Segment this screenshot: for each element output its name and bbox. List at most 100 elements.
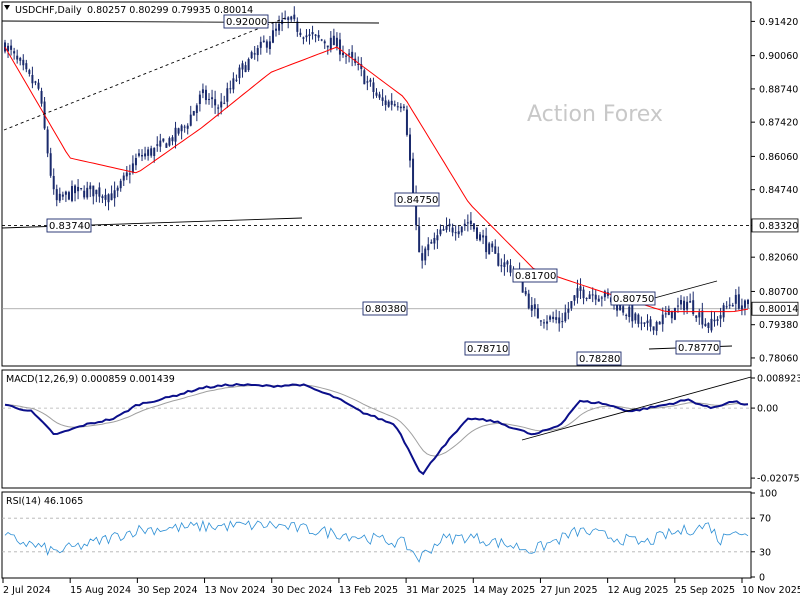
candle-body — [597, 298, 600, 302]
candle-body — [747, 299, 749, 305]
candle-body — [488, 243, 491, 255]
candle-body — [34, 81, 37, 83]
candle-body — [302, 37, 305, 39]
rsi-title: RSI(14) 46.1065 — [6, 496, 83, 507]
candle-body — [80, 188, 83, 190]
candle-body — [335, 37, 338, 47]
candle-body — [342, 52, 345, 56]
candle-body — [83, 190, 86, 198]
candle-body — [603, 291, 606, 298]
candle-body — [427, 244, 430, 251]
candle-body — [463, 223, 466, 227]
candle-body — [524, 291, 527, 295]
price-y-tick-label: 0.79380 — [759, 320, 798, 331]
candle-body — [101, 196, 104, 199]
candle-body — [40, 90, 43, 104]
price-y-tick-label: 0.80700 — [759, 287, 798, 298]
candle-body — [704, 323, 707, 327]
price-annotation-label: 0.78710 — [467, 344, 508, 355]
candle-body — [600, 297, 603, 299]
dropdown-triangle-icon[interactable] — [4, 5, 10, 10]
price-annotation-label: 0.80380 — [365, 304, 406, 315]
candle-body — [208, 98, 211, 100]
candle-body — [323, 41, 326, 44]
candle-body — [713, 319, 716, 322]
candle-body — [661, 314, 664, 325]
candle-body — [381, 97, 384, 101]
candle-body — [418, 226, 421, 253]
price-y-tick-label: 0.82060 — [759, 253, 798, 264]
candle-body — [460, 226, 463, 233]
price-panel[interactable]: Action Forex 0.92000 0.83740 0.84750 0.8038… — [1, 1, 799, 367]
candle-body — [128, 173, 131, 175]
price-y-tick-label: 0.87420 — [759, 118, 798, 129]
x-tick-label: 12 Aug 2025 — [608, 585, 669, 596]
candle-body — [454, 232, 457, 234]
price-y-axis: 0.91420 0.90060 0.88740 0.87420 0.86060 0.847… — [751, 17, 799, 364]
rsi-panel[interactable]: 100 70 30 0 RSI(14) 46.1065 — [1, 489, 777, 584]
candle-body — [4, 42, 6, 52]
price-annotation-label: 0.78280 — [579, 354, 620, 365]
price-y-tick-label: 0.88740 — [759, 84, 798, 95]
candle-body — [74, 185, 77, 194]
price-annotations: 0.92000 0.83740 0.84750 0.80380 0.81700 0.787… — [46, 14, 721, 366]
candle-body — [637, 314, 640, 324]
candle-body — [552, 316, 555, 320]
candle-body — [743, 300, 746, 308]
candle-body — [64, 191, 67, 195]
macd-signal-line — [4, 384, 748, 457]
candle-body — [646, 320, 649, 324]
candle-body — [734, 294, 737, 304]
price-annotation-label: 0.81700 — [515, 271, 556, 282]
candle-body — [95, 189, 98, 195]
candle-body — [348, 53, 351, 55]
candle-body — [287, 17, 290, 20]
candle-body — [737, 294, 740, 309]
candle-body — [171, 137, 174, 142]
candle-body — [28, 70, 31, 74]
x-tick-label: 30 Dec 2024 — [272, 585, 333, 596]
rsi-y-tick-label: 30 — [759, 547, 771, 558]
candle-body — [235, 79, 238, 81]
rsi-grid — [2, 517, 751, 553]
candle-body — [357, 63, 360, 65]
candle-body — [244, 65, 247, 73]
x-tick-label: 30 Sep 2024 — [137, 585, 197, 596]
rsi-y-tick-label: 100 — [759, 489, 777, 500]
price-annotation-label: 0.84750 — [397, 195, 438, 206]
price-annotation-box — [610, 291, 656, 306]
candle-body — [98, 187, 101, 197]
candle-body — [676, 305, 679, 307]
candle-body — [363, 70, 366, 85]
candle-body — [533, 304, 536, 310]
candle-body — [22, 59, 25, 66]
candle-body — [670, 310, 673, 319]
candle-body — [740, 305, 743, 310]
symbol-label: USDCHF,Daily — [15, 5, 82, 16]
candle-body — [494, 246, 497, 254]
candle-body — [67, 192, 70, 200]
level-price-box — [751, 218, 799, 233]
candle-body — [186, 125, 189, 129]
candle-body — [70, 186, 73, 201]
price-annotation-box — [512, 268, 558, 283]
candle-body — [594, 294, 597, 300]
candle-body — [265, 41, 268, 48]
candle-body — [320, 39, 323, 41]
candle-body — [634, 313, 637, 321]
candle-body — [506, 261, 509, 265]
candle-body — [278, 23, 281, 31]
upper-channel-line — [646, 280, 718, 301]
candle-body — [564, 312, 567, 322]
candle-body — [159, 140, 162, 147]
candle-body — [430, 242, 433, 244]
x-tick-label: 10 Nov 2025 — [742, 585, 800, 596]
candle-body — [573, 295, 576, 301]
level-price-label: 0.83320 — [759, 221, 798, 232]
macd-panel[interactable]: 0.008923 0.00 -0.020759 MACD(12,26,9) 0.00… — [1, 369, 800, 489]
candle-body — [582, 289, 585, 299]
candle-body — [649, 319, 652, 327]
candle-body — [198, 94, 201, 104]
ohlc-values: 0.80257 0.80299 0.79935 0.80014 — [87, 5, 253, 16]
